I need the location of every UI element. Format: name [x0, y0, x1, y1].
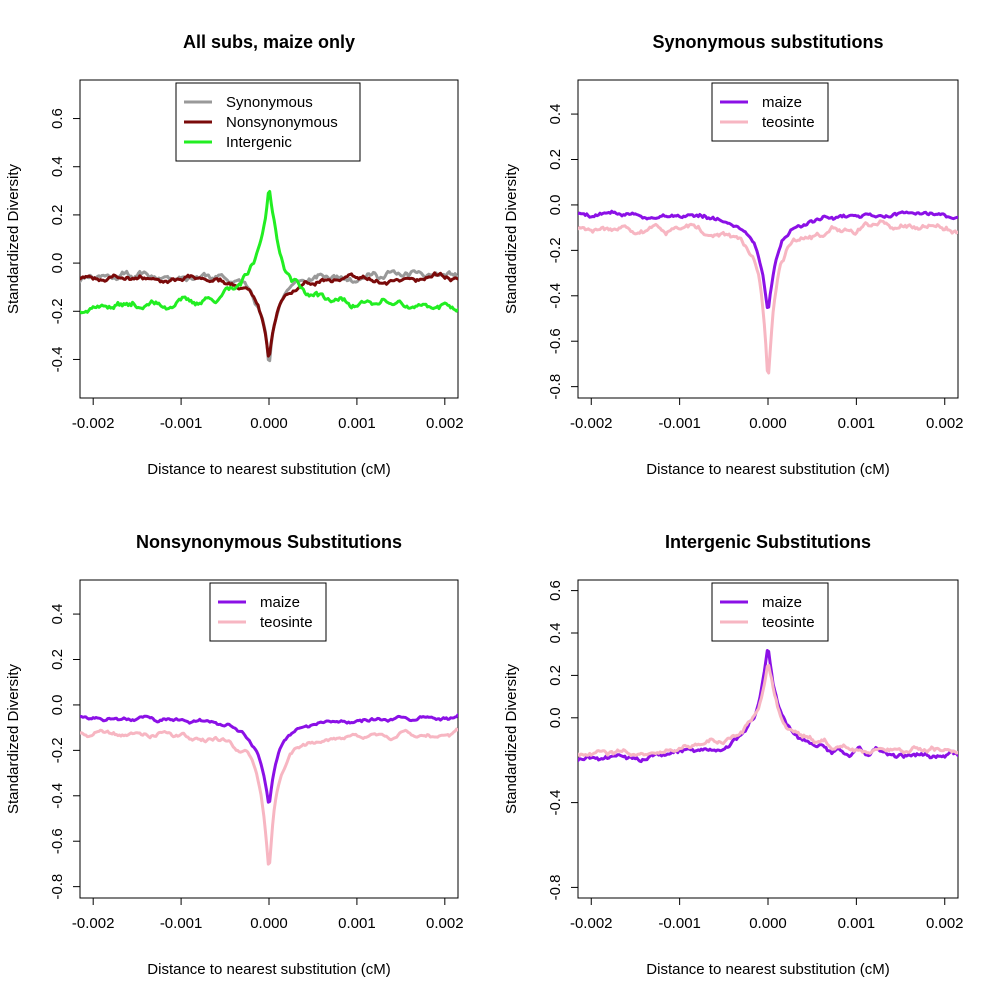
legend: maize teosinte — [711, 82, 829, 142]
y-tick-label: -0.6 — [547, 328, 564, 354]
series-line-maize — [578, 209, 958, 309]
y-tick-label: -0.2 — [49, 298, 66, 324]
x-axis-label: Distance to nearest substitution (cM) — [646, 461, 889, 478]
legend: maize teosinte — [711, 582, 829, 642]
x-tick-label: -0.002 — [570, 915, 613, 932]
legend-entry: teosinte — [260, 614, 313, 631]
y-tick-label: -0.4 — [49, 347, 66, 373]
series-group — [80, 190, 458, 363]
x-tick-label: 0.001 — [338, 915, 376, 932]
y-tick-label: -0.4 — [547, 283, 564, 309]
x-tick-label: 0.002 — [426, 915, 464, 932]
series-group — [578, 649, 958, 764]
y-tick-label: 0.2 — [49, 204, 66, 225]
y-tick-label: -0.4 — [49, 783, 66, 809]
x-tick-label: -0.001 — [658, 415, 701, 432]
panel-title: Nonsynonymous Substitutions — [136, 532, 402, 552]
series-line-teosinte — [578, 219, 958, 375]
series-line-maize — [578, 649, 958, 764]
x-tick-label: -0.002 — [72, 415, 115, 432]
y-tick-label: -0.8 — [547, 374, 564, 400]
x-axis-label: Distance to nearest substitution (cM) — [147, 961, 390, 978]
legend-box — [711, 582, 829, 642]
legend-entry: Synonymous — [226, 94, 313, 111]
x-tick-label: -0.002 — [72, 915, 115, 932]
legend-box — [711, 82, 829, 142]
x-tick-label: 0.001 — [838, 915, 876, 932]
y-tick-label: -0.8 — [547, 874, 564, 900]
x-tick-label: -0.002 — [570, 415, 613, 432]
legend-entry: teosinte — [762, 114, 815, 131]
x-axis-label: Distance to nearest substitution (cM) — [147, 461, 390, 478]
legend-entry: maize — [762, 94, 802, 111]
series-line-teosinte — [578, 664, 958, 758]
series-group — [80, 713, 458, 866]
panel-title: All subs, maize only — [183, 32, 355, 52]
y-tick-label: 0.4 — [547, 623, 564, 644]
series-line-intergenic — [80, 190, 458, 315]
series-line-teosinte — [80, 727, 458, 866]
y-tick-label: 0.0 — [49, 694, 66, 715]
y-axis-label: Standardized Diversity — [5, 663, 22, 814]
legend-entry: teosinte — [762, 614, 815, 631]
y-tick-label: 0.0 — [547, 707, 564, 728]
panel-3: Nonsynonymous Substitutions -0.002 -0.001 0… — [5, 532, 464, 978]
y-tick-label: 0.2 — [547, 665, 564, 686]
legend: Synonymous Nonsynonymous Intergenic — [175, 82, 361, 162]
series-line-maize — [80, 713, 458, 804]
x-tick-label: 0.002 — [426, 415, 464, 432]
y-tick-label: -0.8 — [49, 874, 66, 900]
x-tick-label: 0.000 — [250, 415, 288, 432]
y-tick-label: 0.4 — [49, 604, 66, 625]
legend-box — [209, 582, 327, 642]
x-tick-label: 0.001 — [838, 415, 876, 432]
panel-4: Intergenic Substitutions-0.002 -0.001 0.00… — [503, 532, 964, 978]
series-group — [578, 209, 958, 375]
x-tick-label: -0.001 — [658, 915, 701, 932]
legend-entry: maize — [260, 594, 300, 611]
series-line-synonymous — [80, 269, 458, 363]
legend-entry: Intergenic — [226, 134, 292, 151]
x-tick-label: -0.001 — [160, 915, 203, 932]
x-axis-label: Distance to nearest substitution (cM) — [646, 961, 889, 978]
x-tick-label: -0.001 — [160, 415, 203, 432]
panel-2: Synonymous substitutions-0.002 -0.001 0.00… — [503, 32, 964, 478]
y-axis-label: Standardized Diversity — [5, 163, 22, 314]
x-tick-label: 0.001 — [338, 415, 376, 432]
y-tick-label: -0.4 — [547, 790, 564, 816]
y-tick-label: 0.2 — [547, 149, 564, 170]
panel-title: Intergenic Substitutions — [665, 532, 871, 552]
y-axis-label: Standardized Diversity — [503, 163, 520, 314]
y-tick-label: -0.2 — [547, 237, 564, 263]
x-tick-label: 0.002 — [926, 915, 964, 932]
y-tick-label: 0.6 — [547, 580, 564, 601]
y-tick-label: 0.0 — [547, 194, 564, 215]
x-tick-label: 0.000 — [749, 415, 787, 432]
y-tick-label: -0.2 — [49, 737, 66, 763]
legend: maize teosinte — [209, 582, 327, 642]
panel-1: All subs, maize only -0.002 -0.001 0.000 0.0… — [5, 32, 464, 478]
legend-entry: maize — [762, 594, 802, 611]
y-tick-label: -0.6 — [49, 828, 66, 854]
y-tick-label: 0.4 — [547, 104, 564, 125]
x-tick-label: 0.002 — [926, 415, 964, 432]
y-tick-label: 0.2 — [49, 649, 66, 670]
y-axis-label: Standardized Diversity — [503, 663, 520, 814]
y-tick-label: 0.4 — [49, 156, 66, 177]
x-tick-label: 0.000 — [250, 915, 288, 932]
y-tick-label: 0.6 — [49, 108, 66, 129]
panel-title: Synonymous substitutions — [652, 32, 883, 52]
y-tick-label: 0.0 — [49, 253, 66, 274]
x-tick-label: 0.000 — [749, 915, 787, 932]
legend-entry: Nonsynonymous — [226, 114, 338, 131]
series-line-nonsynonymous — [80, 271, 458, 358]
